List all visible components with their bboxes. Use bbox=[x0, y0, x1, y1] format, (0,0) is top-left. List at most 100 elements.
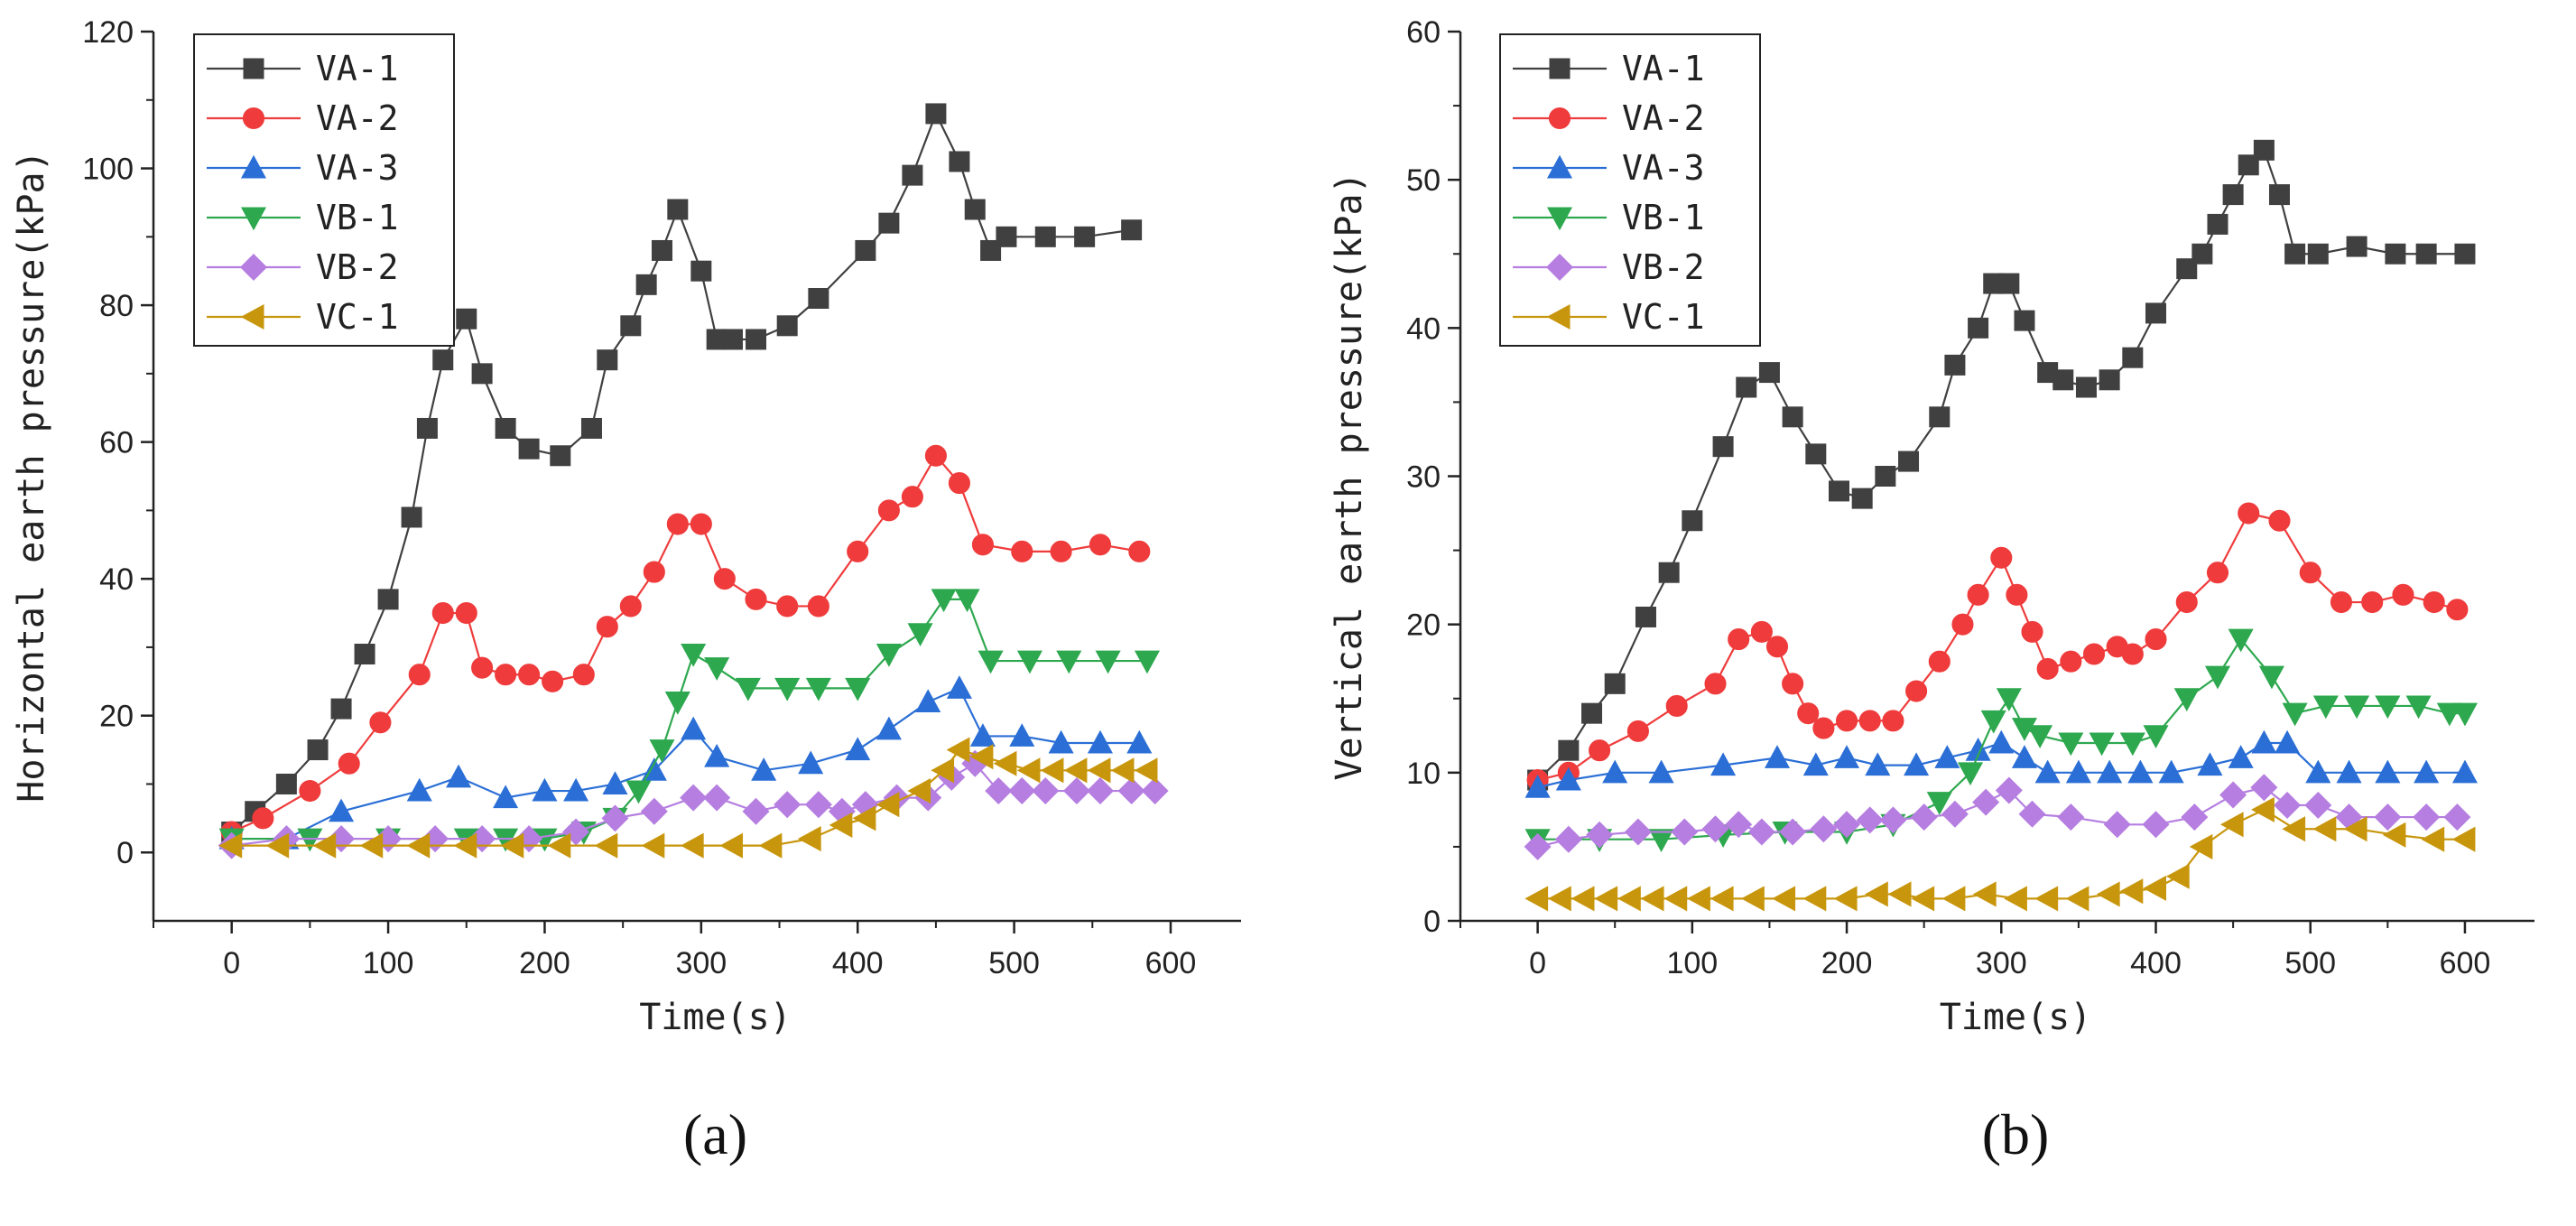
data-point bbox=[1957, 762, 1984, 786]
data-point bbox=[855, 239, 876, 261]
y-tick-label: 80 bbox=[99, 289, 134, 323]
series-va-2 bbox=[220, 444, 1151, 843]
legend-marker bbox=[240, 303, 264, 330]
chart-panel-a: 0 100 200 300 400 500 600 0 20 40 60 80 100 120 Time(s… bbox=[11, 15, 1241, 1166]
data-point bbox=[877, 499, 900, 522]
data-point bbox=[776, 315, 798, 337]
data-point bbox=[1951, 613, 1974, 636]
data-point bbox=[2036, 657, 2059, 680]
data-point bbox=[1926, 792, 1952, 815]
data-point bbox=[252, 807, 274, 830]
data-point bbox=[1087, 757, 1111, 784]
data-point bbox=[2014, 310, 2035, 331]
data-point bbox=[2089, 732, 2115, 757]
data-point bbox=[1009, 723, 1035, 747]
data-point bbox=[1581, 702, 1603, 724]
data-point bbox=[876, 792, 900, 818]
data-point bbox=[925, 103, 947, 125]
data-point bbox=[2219, 812, 2244, 838]
data-point bbox=[1782, 406, 1803, 428]
data-point bbox=[1736, 376, 1757, 398]
data-point bbox=[641, 832, 665, 859]
data-point bbox=[2204, 665, 2231, 690]
data-point bbox=[948, 472, 970, 495]
data-point bbox=[471, 656, 494, 679]
data-point bbox=[2451, 702, 2478, 727]
data-point bbox=[1640, 886, 1664, 912]
data-point bbox=[625, 780, 652, 804]
data-point bbox=[542, 670, 564, 692]
legend-marker bbox=[1546, 154, 1573, 179]
data-point bbox=[797, 826, 821, 852]
data-point bbox=[876, 716, 902, 740]
data-point bbox=[2346, 236, 2368, 257]
data-point bbox=[1802, 752, 1829, 776]
series-vc-1 bbox=[218, 737, 1158, 859]
data-point bbox=[2018, 800, 2046, 828]
legend-box bbox=[193, 33, 455, 347]
y-tick-label: 120 bbox=[82, 15, 134, 50]
data-point bbox=[1710, 752, 1737, 776]
legend-marker bbox=[1545, 253, 1574, 282]
y-tick-label: 60 bbox=[1406, 15, 1441, 50]
data-point bbox=[1687, 886, 1710, 912]
data-point bbox=[1833, 811, 1861, 839]
data-point bbox=[456, 308, 477, 330]
data-point bbox=[602, 771, 628, 794]
data-point bbox=[406, 777, 432, 802]
data-point bbox=[2145, 628, 2167, 651]
data-point bbox=[1990, 546, 2013, 569]
legend-marker bbox=[1546, 303, 1571, 330]
data-point bbox=[2142, 811, 2170, 839]
data-point bbox=[1635, 606, 1656, 627]
data-point bbox=[954, 589, 980, 613]
data-point bbox=[594, 832, 618, 859]
data-point bbox=[758, 832, 783, 859]
data-point bbox=[2305, 759, 2331, 784]
legend-box bbox=[1499, 33, 1761, 347]
data-point bbox=[1095, 650, 1121, 674]
data-point bbox=[2312, 816, 2337, 842]
data-point bbox=[808, 288, 829, 309]
data-point bbox=[1701, 815, 1729, 843]
data-point bbox=[2258, 665, 2284, 690]
data-point bbox=[2344, 695, 2370, 720]
y-axis-label: Vertical earth pressure(kPa) bbox=[1329, 172, 1370, 780]
data-point bbox=[518, 438, 540, 460]
data-point bbox=[902, 164, 923, 186]
data-point bbox=[1648, 759, 1674, 784]
data-point bbox=[2251, 729, 2277, 754]
data-point bbox=[2251, 796, 2275, 822]
data-point bbox=[597, 349, 618, 371]
legend-marker bbox=[1549, 58, 1571, 79]
data-point bbox=[1074, 226, 1096, 247]
data-point bbox=[2336, 759, 2362, 784]
legend-label: VB-2 bbox=[1622, 247, 1705, 287]
data-point bbox=[532, 777, 558, 802]
series-va-1 bbox=[221, 103, 1143, 842]
data-point bbox=[2250, 774, 2278, 802]
legend-marker bbox=[239, 253, 268, 282]
data-point bbox=[1910, 803, 1938, 831]
data-point bbox=[1658, 562, 1680, 583]
data-point bbox=[307, 739, 329, 761]
y-tick-label: 10 bbox=[1406, 757, 1441, 791]
data-point bbox=[1040, 757, 1064, 784]
data-point bbox=[1944, 354, 1966, 376]
data-point bbox=[1797, 702, 1820, 725]
data-point bbox=[1712, 436, 1734, 458]
data-point bbox=[2415, 243, 2437, 265]
data-point bbox=[2006, 583, 2028, 606]
x-tick-label: 200 bbox=[1821, 946, 1873, 980]
x-tick-label: 600 bbox=[1145, 946, 1197, 980]
data-point bbox=[1134, 650, 1161, 674]
data-point bbox=[2197, 752, 2223, 776]
data-point bbox=[2421, 826, 2445, 852]
x-axis-label: Time(s) bbox=[1940, 997, 2092, 1038]
data-point bbox=[852, 805, 876, 831]
data-point bbox=[774, 791, 802, 819]
data-point bbox=[401, 506, 422, 528]
data-point bbox=[1626, 720, 1649, 742]
data-point bbox=[2034, 886, 2059, 912]
